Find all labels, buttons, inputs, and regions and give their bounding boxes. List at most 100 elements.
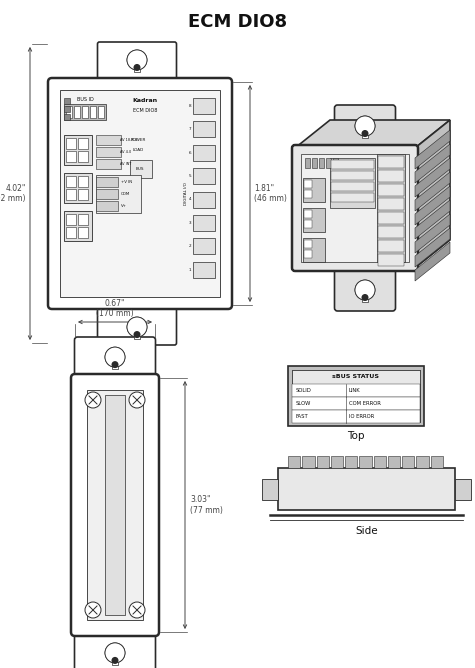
Bar bbox=[316, 456, 329, 468]
Bar bbox=[66, 106, 72, 118]
Circle shape bbox=[127, 317, 147, 337]
Bar bbox=[331, 160, 374, 169]
Text: COM ERROR: COM ERROR bbox=[349, 401, 380, 406]
Bar bbox=[90, 106, 96, 118]
Text: DIGITAL I/O: DIGITAL I/O bbox=[184, 182, 188, 205]
Bar bbox=[66, 227, 76, 238]
Bar bbox=[78, 138, 88, 149]
Bar bbox=[278, 468, 455, 510]
Bar bbox=[362, 129, 368, 138]
Text: BUS: BUS bbox=[136, 167, 144, 171]
Bar bbox=[64, 173, 92, 203]
Bar bbox=[378, 184, 404, 196]
Polygon shape bbox=[415, 130, 450, 169]
Bar bbox=[193, 192, 215, 208]
Text: Side: Side bbox=[355, 526, 378, 536]
Text: LINK: LINK bbox=[349, 388, 361, 393]
Circle shape bbox=[112, 657, 118, 664]
Bar bbox=[96, 175, 141, 213]
Text: 0.67"
(170 mm): 0.67" (170 mm) bbox=[96, 299, 134, 318]
Bar bbox=[262, 478, 278, 500]
Bar bbox=[193, 215, 215, 231]
Bar bbox=[193, 262, 215, 278]
Text: ECM DIO8: ECM DIO8 bbox=[133, 108, 157, 113]
Text: 4: 4 bbox=[189, 198, 191, 202]
FancyBboxPatch shape bbox=[292, 145, 418, 271]
Bar bbox=[312, 158, 317, 168]
Text: LOAD: LOAD bbox=[133, 148, 143, 152]
Bar bbox=[378, 240, 404, 252]
Bar bbox=[96, 135, 121, 145]
Text: IO ERROR: IO ERROR bbox=[349, 414, 374, 419]
Bar bbox=[96, 201, 118, 211]
Bar bbox=[303, 178, 325, 202]
Bar bbox=[78, 189, 88, 200]
Bar bbox=[134, 63, 140, 72]
Bar bbox=[378, 226, 404, 238]
Text: V+: V+ bbox=[121, 204, 127, 208]
Bar bbox=[402, 456, 415, 468]
Circle shape bbox=[361, 294, 369, 301]
Bar bbox=[60, 90, 220, 297]
Circle shape bbox=[355, 280, 375, 300]
Text: COM: COM bbox=[121, 192, 130, 196]
Bar bbox=[292, 397, 420, 410]
Text: POWER: POWER bbox=[130, 138, 146, 142]
FancyBboxPatch shape bbox=[97, 303, 177, 345]
Bar bbox=[292, 370, 420, 422]
Bar bbox=[303, 238, 325, 262]
Circle shape bbox=[355, 280, 375, 300]
Bar bbox=[78, 227, 88, 238]
Circle shape bbox=[355, 116, 375, 136]
Bar bbox=[304, 250, 312, 258]
Text: 3: 3 bbox=[189, 221, 191, 225]
Bar bbox=[96, 189, 118, 199]
Bar bbox=[193, 122, 215, 138]
Bar bbox=[331, 193, 374, 202]
Circle shape bbox=[129, 602, 145, 618]
Bar bbox=[360, 456, 371, 468]
FancyBboxPatch shape bbox=[334, 265, 396, 311]
Bar bbox=[96, 177, 118, 187]
Bar bbox=[378, 254, 404, 266]
Bar bbox=[193, 145, 215, 161]
Text: SLOW: SLOW bbox=[296, 401, 312, 406]
Text: Top: Top bbox=[347, 431, 365, 441]
Bar bbox=[193, 238, 215, 255]
Bar bbox=[292, 370, 420, 384]
Bar bbox=[105, 395, 125, 615]
FancyBboxPatch shape bbox=[334, 105, 396, 151]
Bar bbox=[288, 456, 300, 468]
Circle shape bbox=[361, 130, 369, 137]
Bar bbox=[304, 220, 312, 228]
Bar bbox=[292, 384, 420, 397]
Bar bbox=[331, 182, 374, 191]
Bar bbox=[331, 456, 343, 468]
FancyBboxPatch shape bbox=[97, 42, 177, 84]
Text: +V IN: +V IN bbox=[121, 180, 132, 184]
Bar bbox=[66, 214, 76, 225]
Polygon shape bbox=[415, 144, 450, 183]
Text: 2: 2 bbox=[189, 244, 191, 248]
Bar bbox=[64, 135, 92, 165]
Bar bbox=[66, 176, 76, 187]
FancyBboxPatch shape bbox=[48, 78, 232, 309]
Text: 7: 7 bbox=[189, 128, 191, 132]
Bar bbox=[301, 154, 409, 262]
Circle shape bbox=[127, 50, 147, 70]
Polygon shape bbox=[415, 172, 450, 211]
Bar bbox=[66, 138, 76, 149]
Text: AV INT: AV INT bbox=[120, 162, 132, 166]
Bar bbox=[455, 478, 471, 500]
Bar bbox=[303, 208, 325, 232]
Bar bbox=[331, 171, 374, 180]
Circle shape bbox=[127, 317, 147, 337]
Polygon shape bbox=[295, 120, 450, 148]
Bar bbox=[130, 160, 152, 178]
Text: 4.02"
(102 mm): 4.02" (102 mm) bbox=[0, 184, 26, 203]
Text: 8: 8 bbox=[189, 104, 191, 108]
Bar bbox=[388, 456, 400, 468]
Circle shape bbox=[355, 116, 375, 136]
Bar bbox=[319, 158, 324, 168]
Bar bbox=[74, 106, 80, 118]
